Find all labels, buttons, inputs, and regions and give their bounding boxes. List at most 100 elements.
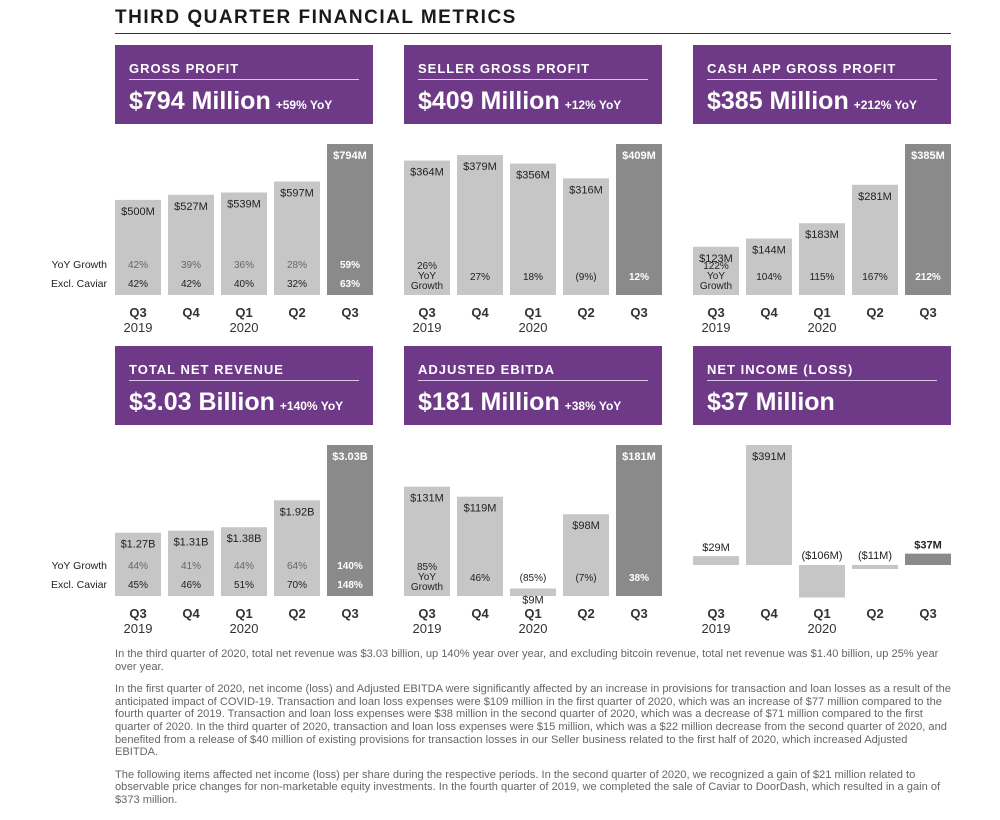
cash-app-gross-profit-year-label: 2020 bbox=[808, 320, 837, 335]
cash-app-gross-profit-value-label: $144M bbox=[752, 245, 786, 257]
total-net-revenue-headline-row: $3.03 Billion +140% YoY bbox=[129, 388, 343, 417]
gross-profit-title: GROSS PROFIT bbox=[129, 61, 240, 76]
total-net-revenue-value-label: $3.03B bbox=[332, 451, 368, 463]
gross-profit-year-label: 2019 bbox=[124, 320, 153, 335]
total-net-revenue-year-label: 2020 bbox=[230, 621, 259, 636]
total-net-revenue-bar bbox=[221, 527, 267, 596]
seller-gross-profit-bar bbox=[563, 178, 609, 295]
adjusted-ebitda-year-label: 2020 bbox=[519, 621, 548, 636]
cash-app-gross-profit-growth-label: 115% bbox=[810, 272, 835, 283]
gross-profit-banner: GROSS PROFIT $794 Million +59% YoY bbox=[115, 45, 373, 124]
adjusted-ebitda-growth-label: 46% bbox=[470, 573, 490, 584]
total-net-revenue-bar bbox=[274, 500, 320, 596]
total-net-revenue-value-label: $1.31B bbox=[174, 537, 209, 549]
adjusted-ebitda-growth-label: 38% bbox=[629, 573, 649, 584]
net-income-banner: NET INCOME (LOSS) $37 Million bbox=[693, 346, 951, 425]
seller-gross-profit-growth-label: 12% bbox=[629, 272, 649, 283]
gross-profit-yoy-row-label: YoY Growth bbox=[52, 259, 108, 271]
cash-app-gross-profit-title-rule bbox=[707, 79, 937, 80]
cash-app-gross-profit-headline: $385 Million bbox=[707, 87, 849, 115]
gross-profit-excl-caviar: 42% bbox=[181, 279, 201, 290]
adjusted-ebitda-value-label: $119M bbox=[464, 503, 497, 515]
cash-app-gross-profit-quarter-label: Q3 bbox=[707, 305, 724, 320]
seller-gross-profit-growth-label: 27% bbox=[470, 272, 490, 283]
seller-gross-profit-quarter-label: Q2 bbox=[577, 305, 594, 320]
net-income-value-label: ($106M) bbox=[802, 550, 843, 562]
net-income-headline-row: $37 Million bbox=[707, 388, 840, 417]
gross-profit-bar bbox=[327, 144, 373, 295]
net-income-value-label: $29M bbox=[702, 542, 730, 554]
seller-gross-profit-year-label: 2020 bbox=[519, 320, 548, 335]
total-net-revenue-excl-row-label: Excl. Caviar bbox=[51, 579, 108, 591]
cash-app-gross-profit-value-label: $281M bbox=[858, 191, 892, 203]
total-net-revenue-excl-caviar: 45% bbox=[128, 580, 148, 591]
adjusted-ebitda-growth-label: YoY bbox=[418, 572, 436, 583]
net-income-value-label: ($11M) bbox=[858, 550, 892, 562]
seller-gross-profit-value-label: $409M bbox=[622, 150, 656, 162]
total-net-revenue-bar bbox=[168, 530, 214, 596]
adjusted-ebitda-quarter-label: Q2 bbox=[577, 606, 594, 621]
net-income-year-label: 2020 bbox=[808, 621, 837, 636]
seller-gross-profit-panel: SELLER GROSS PROFIT $409 Million +12% YoY $… bbox=[404, 45, 662, 355]
footnotes: In the third quarter of 2020, total net … bbox=[115, 648, 953, 817]
total-net-revenue-value-label: $1.27B bbox=[121, 539, 156, 551]
gross-profit-quarter-label: Q2 bbox=[288, 305, 305, 320]
net-income-bar bbox=[746, 445, 792, 565]
total-net-revenue-banner: TOTAL NET REVENUE $3.03 Billion +140% YoY bbox=[115, 346, 373, 425]
gross-profit-bar bbox=[274, 181, 320, 295]
seller-gross-profit-headline: $409 Million bbox=[418, 87, 560, 115]
adjusted-ebitda-bar bbox=[404, 486, 450, 596]
adjusted-ebitda-value-label: $98M bbox=[572, 520, 600, 532]
gross-profit-yoy-growth: 42% bbox=[128, 260, 148, 271]
seller-gross-profit-banner: SELLER GROSS PROFIT $409 Million +12% YoY bbox=[404, 45, 662, 124]
cash-app-gross-profit-growth-label: 212% bbox=[915, 272, 941, 283]
total-net-revenue-yoy-growth: 140% bbox=[337, 561, 363, 572]
adjusted-ebitda-growth-label: (7%) bbox=[575, 573, 596, 584]
seller-gross-profit-value-label: $356M bbox=[516, 170, 550, 182]
adjusted-ebitda-quarter-label: Q1 bbox=[524, 606, 541, 621]
total-net-revenue-year-label: 2019 bbox=[124, 621, 153, 636]
total-net-revenue-title-rule bbox=[129, 380, 359, 381]
cash-app-gross-profit-bar bbox=[905, 144, 951, 295]
cash-app-gross-profit-value-label: $183M bbox=[805, 229, 839, 241]
total-net-revenue-quarter-label: Q4 bbox=[182, 606, 200, 621]
seller-gross-profit-bar bbox=[404, 160, 450, 295]
footnote-loss-provisions: In the first quarter of 2020, net income… bbox=[115, 683, 951, 759]
cash-app-gross-profit-growth-label: YoY bbox=[707, 271, 725, 282]
adjusted-ebitda-headline-yoy: +38% YoY bbox=[564, 399, 622, 413]
total-net-revenue-headline: $3.03 Billion bbox=[129, 388, 275, 416]
gross-profit-title-rule bbox=[129, 79, 359, 80]
gross-profit-headline: $794 Million bbox=[129, 87, 271, 115]
net-income-year-label: 2019 bbox=[702, 621, 731, 636]
cash-app-gross-profit-growth-label: Growth bbox=[700, 281, 732, 292]
net-income-quarter-label: Q2 bbox=[866, 606, 883, 621]
total-net-revenue-value-label: $1.38B bbox=[227, 533, 262, 545]
gross-profit-headline-yoy: +59% YoY bbox=[275, 98, 333, 112]
seller-gross-profit-year-label: 2019 bbox=[413, 320, 442, 335]
net-income-bar bbox=[799, 565, 845, 598]
seller-gross-profit-growth-label: 18% bbox=[523, 272, 543, 283]
cash-app-gross-profit-banner: CASH APP GROSS PROFIT $385 Million +212% Y… bbox=[693, 45, 951, 124]
gross-profit-yoy-growth: 28% bbox=[287, 260, 307, 271]
cash-app-gross-profit-quarter-label: Q1 bbox=[813, 305, 830, 320]
net-income-bar bbox=[852, 565, 898, 569]
gross-profit-excl-row-label: Excl. Caviar bbox=[51, 278, 108, 290]
gross-profit-bar bbox=[221, 192, 267, 295]
seller-gross-profit-quarter-label: Q3 bbox=[630, 305, 647, 320]
net-income-bar bbox=[693, 556, 739, 565]
adjusted-ebitda-value-label: $181M bbox=[622, 451, 656, 463]
cash-app-gross-profit-quarter-label: Q4 bbox=[760, 305, 778, 320]
adjusted-ebitda-quarter-label: Q3 bbox=[418, 606, 435, 621]
seller-gross-profit-quarter-label: Q1 bbox=[524, 305, 541, 320]
total-net-revenue-excl-caviar: 148% bbox=[337, 580, 363, 591]
gross-profit-value-label: $500M bbox=[121, 206, 155, 218]
total-net-revenue-yoy-growth: 64% bbox=[287, 561, 307, 572]
cash-app-gross-profit-growth-label: 167% bbox=[862, 272, 888, 283]
total-net-revenue-chart: YoY Growth Excl. Caviar $1.27B 44% 45% $1.31B… bbox=[51, 445, 373, 636]
cash-app-gross-profit-quarter-label: Q2 bbox=[866, 305, 883, 320]
adjusted-ebitda-headline-row: $181 Million +38% YoY bbox=[418, 388, 621, 417]
adjusted-ebitda-year-label: 2019 bbox=[413, 621, 442, 636]
cash-app-gross-profit-growth-label: 104% bbox=[756, 272, 782, 283]
